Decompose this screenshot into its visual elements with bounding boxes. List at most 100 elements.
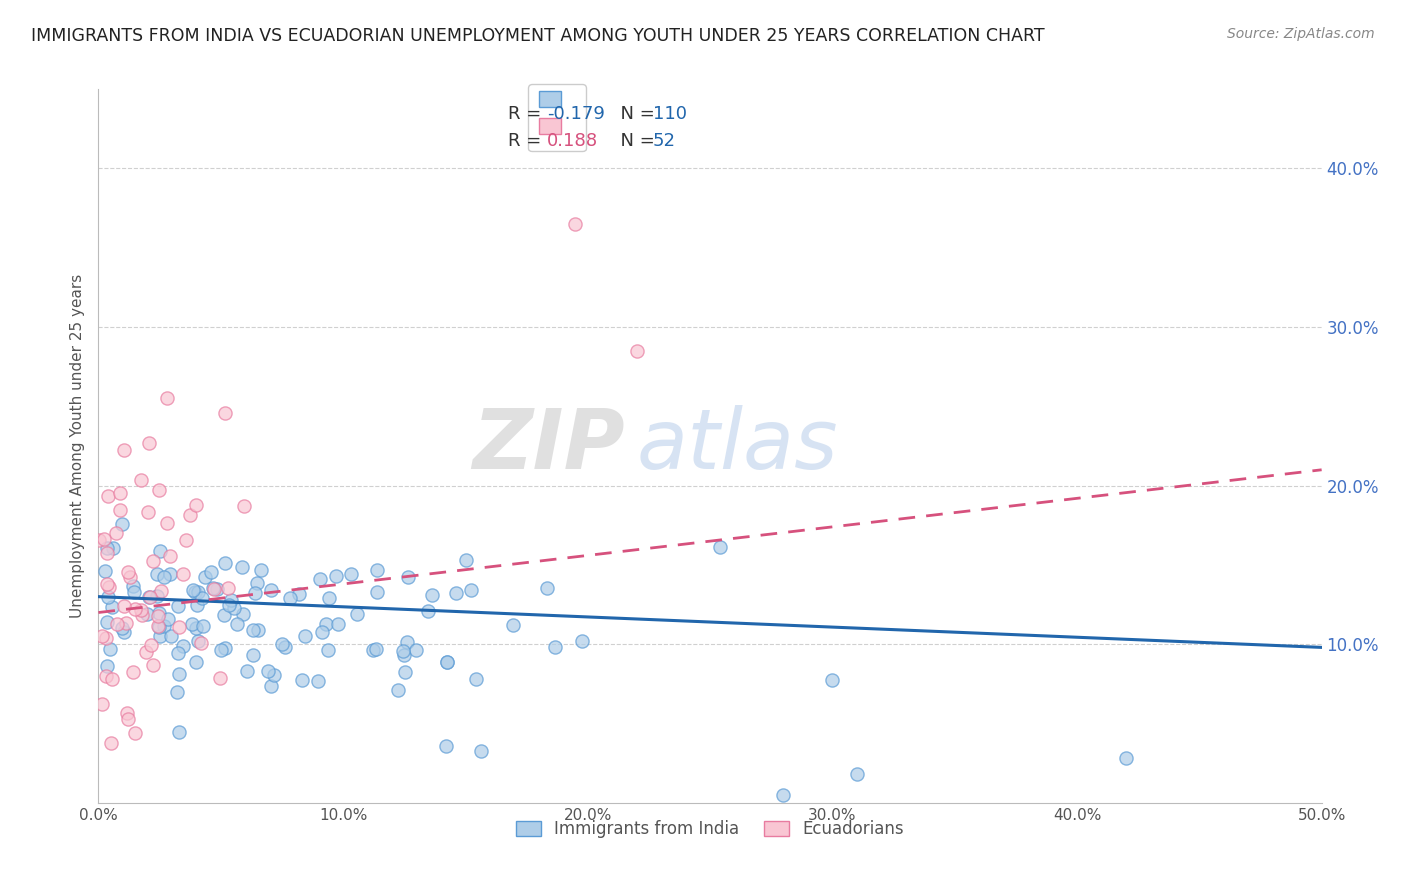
Point (94, 564, 117, 578)
Point (273, 640, 295, 654)
Point (394, 648, 416, 663)
Point (129, 602, 152, 616)
Point (392, 644, 415, 658)
Point (112, 599, 135, 613)
Point (502, 618, 524, 632)
Point (172, 567, 194, 582)
Point (536, 581, 558, 595)
Text: IMMIGRANTS FROM INDIA VS ECUADORIAN UNEMPLOYMENT AMONG YOUTH UNDER 25 YEARS CORR: IMMIGRANTS FROM INDIA VS ECUADORIAN UNEM… (31, 27, 1045, 45)
Point (208, 671, 231, 685)
Point (709, 540, 731, 554)
Point (214, 556, 236, 570)
Point (166, 599, 188, 613)
Point (1115, 751, 1137, 765)
Point (100, 735, 122, 749)
Point (156, 392, 179, 406)
Point (179, 508, 201, 522)
Point (152, 570, 174, 584)
Point (97, 489, 120, 503)
Text: atlas: atlas (637, 406, 838, 486)
Point (108, 503, 131, 517)
Point (112, 442, 135, 457)
Point (96, 659, 118, 673)
Point (120, 570, 142, 584)
Point (187, 585, 209, 599)
Text: 52: 52 (652, 132, 675, 150)
Point (290, 673, 312, 687)
Point (225, 616, 247, 631)
Point (361, 643, 384, 657)
Point (121, 579, 143, 593)
Point (364, 641, 387, 656)
Point (772, 788, 794, 802)
Point (464, 672, 486, 686)
Point (193, 618, 215, 632)
Text: R =: R = (508, 132, 547, 150)
Point (183, 582, 205, 597)
Point (396, 569, 419, 583)
Point (111, 621, 134, 635)
Point (167, 725, 190, 739)
Point (405, 643, 427, 657)
Point (187, 633, 209, 648)
Point (263, 667, 285, 681)
Text: -0.179: -0.179 (547, 105, 605, 123)
Point (434, 739, 457, 754)
Point (242, 648, 264, 663)
Point (564, 217, 586, 231)
Point (180, 617, 202, 632)
Point (166, 685, 188, 699)
Point (387, 682, 409, 697)
Point (201, 581, 224, 595)
Point (138, 435, 160, 450)
Point (246, 575, 269, 590)
Point (218, 598, 240, 612)
Point (153, 618, 176, 632)
Point (103, 541, 125, 555)
Point (94, 669, 117, 683)
Point (122, 665, 145, 680)
Point (219, 593, 242, 607)
Point (96, 615, 118, 629)
Point (288, 587, 311, 601)
Point (101, 672, 124, 686)
Point (142, 658, 165, 673)
Point (821, 673, 844, 687)
Point (366, 585, 388, 599)
Point (159, 566, 181, 581)
Point (183, 585, 205, 599)
Point (318, 591, 340, 605)
Point (233, 500, 256, 514)
Text: N =: N = (609, 132, 659, 150)
Point (543, 640, 565, 655)
Point (167, 620, 190, 634)
Text: ZIP: ZIP (472, 406, 624, 486)
Point (156, 516, 179, 531)
Point (91, 629, 114, 643)
Point (131, 607, 153, 622)
Point (148, 608, 170, 623)
Point (156, 612, 179, 626)
Point (366, 563, 388, 577)
Point (246, 623, 269, 637)
Point (174, 533, 197, 547)
Legend: Immigrants from India, Ecuadorians: Immigrants from India, Ecuadorians (509, 814, 911, 845)
Point (136, 505, 159, 519)
Point (184, 656, 207, 670)
Point (571, 633, 593, 648)
Point (270, 637, 292, 651)
Point (131, 473, 153, 487)
Point (294, 629, 316, 643)
Point (149, 629, 172, 643)
Point (231, 559, 253, 574)
Point (111, 516, 134, 531)
Point (214, 640, 236, 655)
Point (110, 486, 132, 500)
Point (190, 591, 212, 605)
Point (328, 617, 350, 632)
Point (444, 586, 467, 600)
Point (96, 576, 118, 591)
Point (117, 565, 139, 579)
Point (232, 607, 254, 621)
Point (315, 617, 337, 632)
